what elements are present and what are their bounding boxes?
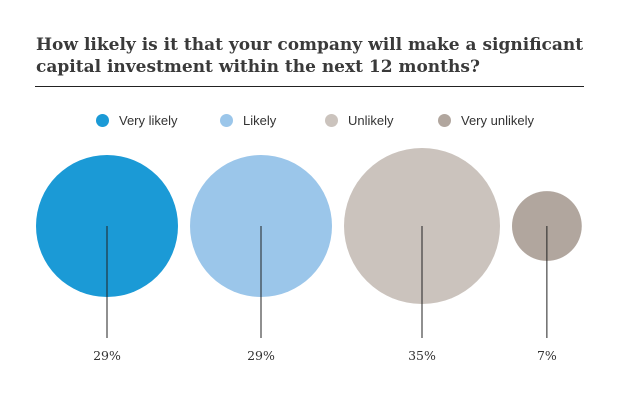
legend-label-very-likely: Very likely [119, 112, 178, 128]
chart-legend: Very likely Likely Unlikely Very unlikel… [0, 108, 620, 132]
legend-item-very-unlikely: Very unlikely [438, 108, 534, 132]
legend-label-very-unlikely: Very unlikely [461, 112, 534, 128]
legend-item-unlikely: Unlikely [325, 108, 394, 132]
legend-label-likely: Likely [243, 112, 277, 128]
legend-item-very-likely: Very likely [96, 108, 178, 132]
legend-label-unlikely: Unlikely [348, 112, 394, 128]
legend-item-likely: Likely [220, 108, 276, 132]
value-label-very-unlikely: 7% [537, 348, 557, 363]
value-label-unlikely: 35% [408, 348, 436, 363]
legend-swatch-unlikely [325, 113, 338, 127]
legend-swatch-likely [220, 113, 233, 127]
legend-swatch-very-likely [96, 113, 109, 127]
value-label-very-likely: 29% [93, 348, 121, 363]
legend-swatch-very-unlikely [438, 113, 451, 127]
title-divider [35, 86, 584, 87]
chart-title: How likely is it that your company will … [36, 35, 584, 77]
value-label-likely: 29% [247, 348, 275, 363]
